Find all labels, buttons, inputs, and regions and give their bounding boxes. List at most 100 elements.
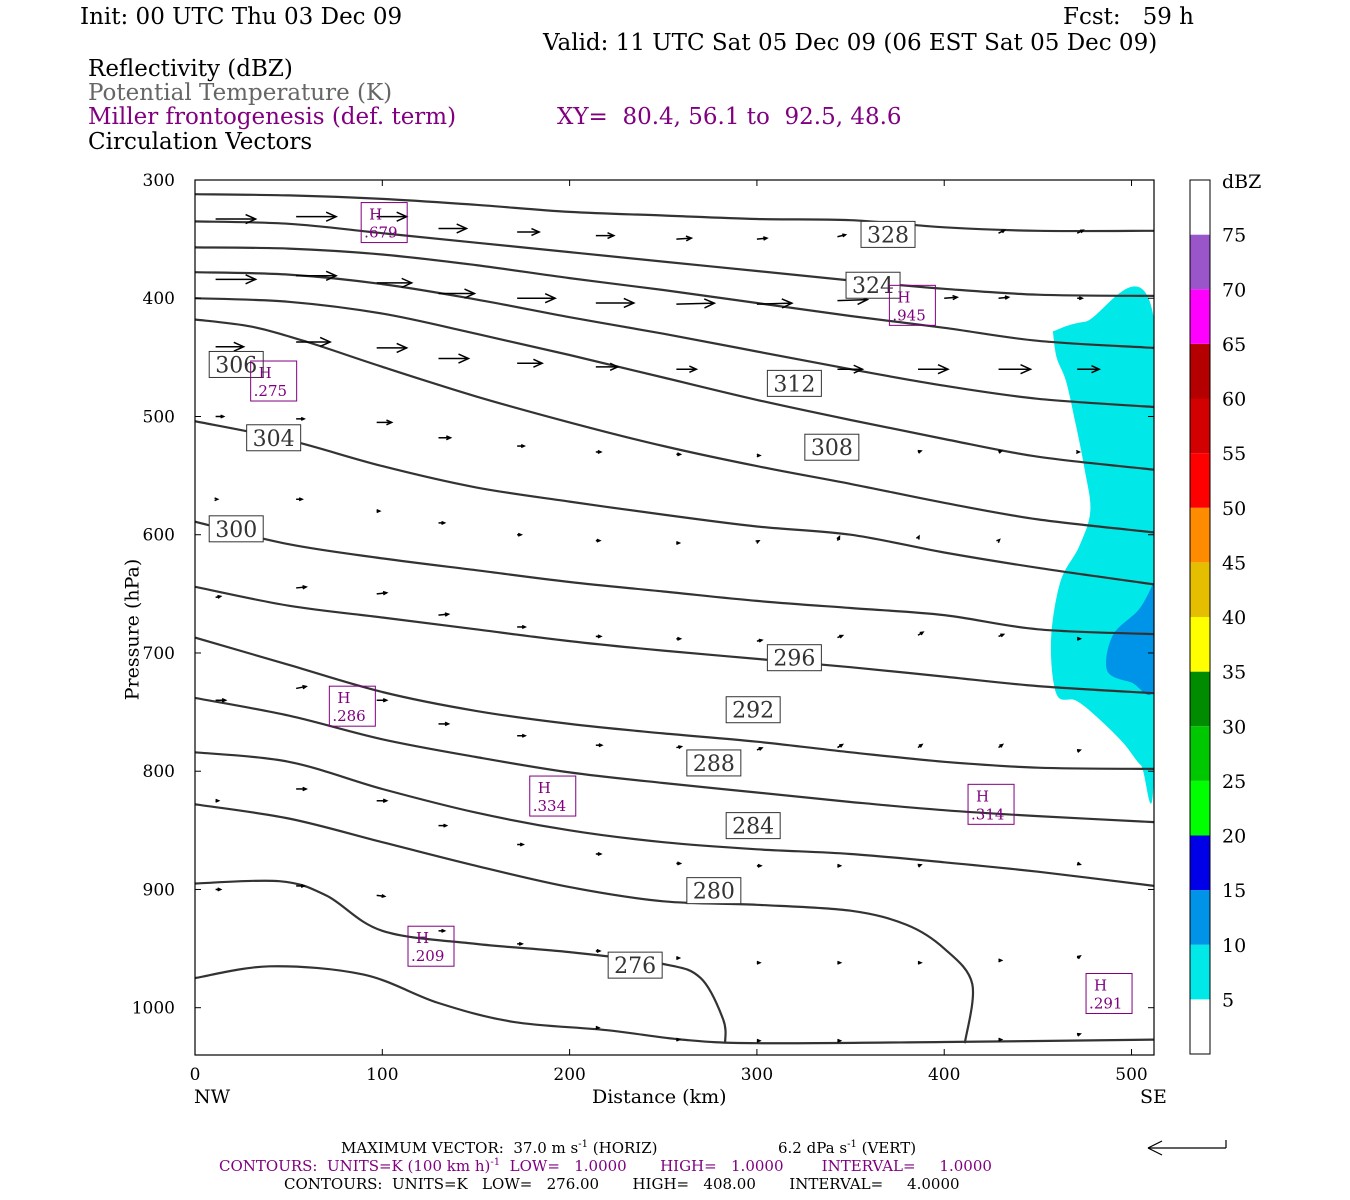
vector-head	[596, 538, 602, 543]
theta-contour-label: 300	[215, 518, 257, 543]
circulation-vector	[376, 419, 394, 426]
theta-contour-line	[195, 520, 1154, 636]
colorbar-tick-label: 40	[1222, 607, 1246, 629]
frontogenesis-max-marker: H.209	[407, 925, 455, 967]
circulation-vector	[517, 444, 526, 449]
theta-contour-line	[195, 636, 1154, 770]
vector-head	[1076, 749, 1082, 753]
vector-head	[220, 414, 226, 419]
vector-head	[517, 532, 523, 537]
theta-contour-label: 288	[693, 752, 735, 777]
theta-contour-label-box	[860, 220, 916, 248]
circulation-vector	[517, 293, 557, 304]
frontogenesis-max-value: .945	[892, 306, 925, 324]
vector-head	[1076, 1032, 1082, 1037]
vector-head	[544, 293, 557, 304]
circulation-vector	[517, 358, 544, 368]
colorbar-tick-label: 25	[1222, 771, 1246, 793]
field-reflectivity: Reflectivity (dBZ)	[88, 56, 293, 82]
theta-contour-label-box	[686, 877, 742, 905]
vector-head	[215, 798, 221, 803]
circulation-vector	[676, 745, 684, 750]
colorbar-swatch	[1190, 234, 1210, 290]
vector-head	[325, 211, 338, 222]
vector-head	[531, 227, 541, 237]
circulation-vector	[756, 236, 769, 241]
circulation-vector	[438, 288, 477, 299]
theta-contour-line	[195, 246, 1154, 349]
vector-head	[756, 1038, 762, 1043]
frontogenesis-max-marker: H.275	[250, 360, 298, 402]
circulation-vector	[595, 634, 603, 639]
vector-head	[214, 497, 220, 502]
frontogenesis-max-box	[888, 284, 936, 326]
circulation-vector	[917, 863, 923, 868]
circulation-vector	[595, 743, 604, 748]
reflectivity-region-5dbz	[1050, 286, 1154, 804]
vector-head	[382, 698, 389, 703]
vector-head	[915, 534, 920, 540]
circulation-vector	[998, 633, 1006, 638]
circulation-vector	[517, 733, 527, 738]
x-tick-label: 200	[553, 1065, 585, 1085]
reflectivity-region-10dbz	[1106, 582, 1154, 695]
vector-head	[518, 941, 524, 946]
plot-frame	[194, 179, 1155, 1056]
circulation-vector	[756, 638, 764, 643]
frontogenesis-max-letter: H	[369, 206, 382, 224]
vector-head	[676, 1037, 682, 1042]
colorbar-swatch	[1190, 780, 1210, 836]
vector-head	[217, 594, 223, 599]
circulation-vector	[438, 721, 451, 727]
theta-contour-line	[195, 585, 1154, 695]
circulation-vector	[438, 353, 471, 364]
vector-head	[325, 270, 338, 281]
frontogenesis-max-letter: H	[976, 787, 989, 805]
circulation-vector	[595, 851, 603, 857]
colorbar-tick-label: 50	[1222, 498, 1246, 520]
circulation-vector	[756, 1038, 762, 1043]
vector-head	[596, 948, 602, 953]
circulation-vector	[676, 452, 683, 457]
vector-head	[836, 535, 841, 540]
circulation-vector	[837, 743, 845, 749]
circulation-vector	[998, 229, 1007, 234]
colorbar-tick-label: 10	[1222, 935, 1246, 957]
vector-head	[623, 297, 636, 309]
footer-frontogenesis-contours: CONTOURS: UNITS=K (100 km h)-1 LOW= 1.00…	[219, 1157, 992, 1175]
circulation-vector	[215, 594, 223, 599]
vector-head	[609, 362, 620, 371]
colorbar-tick-label: 35	[1222, 662, 1246, 684]
vector-head	[677, 861, 683, 866]
colorbar-title: dBZ	[1222, 171, 1261, 193]
vector-head	[837, 960, 843, 965]
vector-head	[756, 960, 762, 965]
colorbar-tick-label: 30	[1222, 716, 1246, 738]
frontogenesis-max-marker: H.286	[328, 685, 376, 727]
circulation-vector	[215, 887, 223, 892]
theta-contour-label: 328	[867, 223, 909, 248]
vector-head	[677, 636, 683, 641]
circulation-vector	[676, 365, 699, 374]
circulation-vector	[756, 453, 762, 458]
x-tick-label: 500	[1115, 1065, 1147, 1085]
y-axis-title: Pressure (hPa)	[121, 558, 144, 701]
circulation-vector	[944, 294, 960, 301]
theta-contours	[195, 193, 1154, 1045]
circulation-vector	[756, 960, 762, 965]
vector-head	[1020, 364, 1033, 375]
circulation-vector	[917, 960, 923, 965]
vector-head	[999, 743, 1004, 748]
circulation-vector	[595, 538, 602, 543]
vector-head	[456, 223, 469, 234]
theta-contour-line	[195, 696, 1154, 824]
vector-head	[443, 823, 449, 828]
circulation-vector	[676, 861, 683, 866]
frontogenesis-max-box	[250, 360, 298, 402]
vector-shaft	[944, 296, 958, 299]
vector-head	[245, 213, 258, 225]
vector-head	[445, 435, 453, 441]
frontogenesis-max-letter: H	[538, 779, 551, 797]
circulation-vector	[998, 743, 1004, 749]
